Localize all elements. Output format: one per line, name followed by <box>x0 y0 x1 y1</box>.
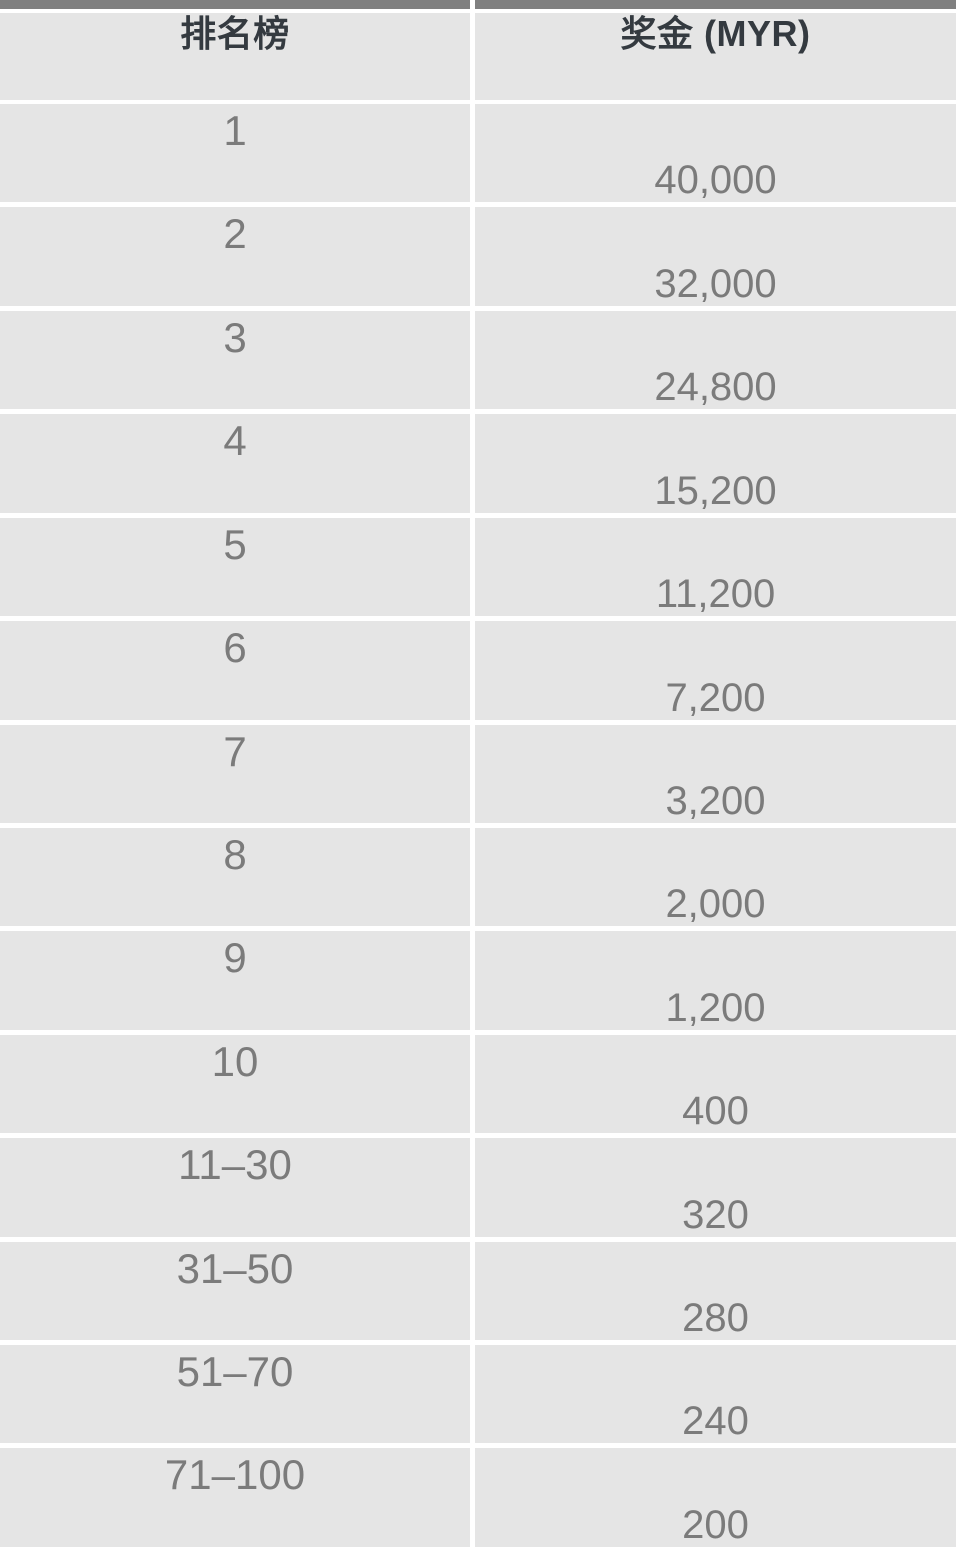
prize-value: 280 <box>682 1296 749 1341</box>
prize-cell: 15,200 <box>475 414 956 513</box>
table-row: 7 3,200 <box>0 724 956 823</box>
rank-value: 31–50 <box>176 1244 294 1292</box>
rank-cell: 8 <box>0 827 470 927</box>
rank-cell: 1 <box>0 104 470 203</box>
table-row: 8 2,000 <box>0 827 956 927</box>
rank-value: 8 <box>223 830 247 878</box>
prize-cell: 1,200 <box>475 931 956 1030</box>
rank-value: 10 <box>211 1037 259 1085</box>
rank-cell: 2 <box>0 207 470 306</box>
prize-value: 32,000 <box>654 261 777 306</box>
rank-cell: 71–100 <box>0 1448 470 1547</box>
rank-cell: 11–30 <box>0 1138 470 1237</box>
prize-cell: 320 <box>475 1138 956 1237</box>
table-row: 5 11,200 <box>0 517 956 617</box>
prize-value: 40,000 <box>654 158 777 203</box>
table-row: 51–70 240 <box>0 1345 956 1444</box>
prize-cell: 40,000 <box>475 104 956 203</box>
prize-cell: 7,200 <box>475 621 956 720</box>
prize-cell: 3,200 <box>475 724 956 823</box>
table-row: 71–100 200 <box>0 1448 956 1547</box>
top-border-prize-segment <box>475 0 956 9</box>
table-header-row: 排名榜 奖金 (MYR) <box>0 13 956 100</box>
column-header-prize: 奖金 (MYR) <box>475 13 956 100</box>
prize-cell: 11,200 <box>475 517 956 617</box>
table-row: 1 40,000 <box>0 104 956 203</box>
rank-value: 6 <box>223 624 247 672</box>
rank-cell: 51–70 <box>0 1345 470 1444</box>
column-header-rank: 排名榜 <box>0 13 470 100</box>
table-row: 31–50 280 <box>0 1241 956 1341</box>
rank-cell: 10 <box>0 1034 470 1134</box>
prize-cell: 32,000 <box>475 207 956 306</box>
table-body: 1 40,000 2 32,000 3 24,800 4 15,200 5 <box>0 104 956 1547</box>
table-row: 4 15,200 <box>0 414 956 513</box>
prize-value: 240 <box>682 1399 749 1444</box>
rank-cell: 3 <box>0 310 470 410</box>
rank-value: 11–30 <box>178 1141 292 1189</box>
rank-cell: 7 <box>0 724 470 823</box>
rank-value: 7 <box>223 727 247 775</box>
prize-cell: 240 <box>475 1345 956 1444</box>
prize-value: 2,000 <box>665 882 766 927</box>
prize-value: 400 <box>682 1089 749 1134</box>
rank-value: 4 <box>223 417 247 465</box>
prize-value: 320 <box>682 1192 749 1237</box>
rank-value: 51–70 <box>176 1348 294 1396</box>
rank-cell: 31–50 <box>0 1241 470 1341</box>
table-row: 10 400 <box>0 1034 956 1134</box>
prize-value: 11,200 <box>655 572 776 617</box>
table-top-border <box>0 0 956 9</box>
table-row: 3 24,800 <box>0 310 956 410</box>
prize-value: 15,200 <box>654 468 777 513</box>
top-border-rank-segment <box>0 0 470 9</box>
prize-cell: 280 <box>475 1241 956 1341</box>
prize-cell: 200 <box>475 1448 956 1547</box>
prize-value: 24,800 <box>654 365 777 410</box>
prize-value: 1,200 <box>665 985 766 1030</box>
rank-value: 71–100 <box>164 1451 306 1499</box>
prize-value: 7,200 <box>665 675 766 720</box>
table-row: 2 32,000 <box>0 207 956 306</box>
rank-value: 2 <box>223 210 247 258</box>
prize-cell: 24,800 <box>475 310 956 410</box>
rank-cell: 5 <box>0 517 470 617</box>
prize-cell: 400 <box>475 1034 956 1134</box>
rank-value: 1 <box>223 107 247 154</box>
prize-value: 200 <box>682 1502 749 1547</box>
rank-cell: 6 <box>0 621 470 720</box>
rank-cell: 9 <box>0 931 470 1030</box>
rank-value: 9 <box>223 934 247 982</box>
rank-value: 3 <box>223 313 247 361</box>
rank-cell: 4 <box>0 414 470 513</box>
prize-cell: 2,000 <box>475 827 956 927</box>
table-row: 9 1,200 <box>0 931 956 1030</box>
prize-value: 3,200 <box>665 778 766 823</box>
table-row: 11–30 320 <box>0 1138 956 1237</box>
table-row: 6 7,200 <box>0 621 956 720</box>
rank-value: 5 <box>223 520 247 568</box>
